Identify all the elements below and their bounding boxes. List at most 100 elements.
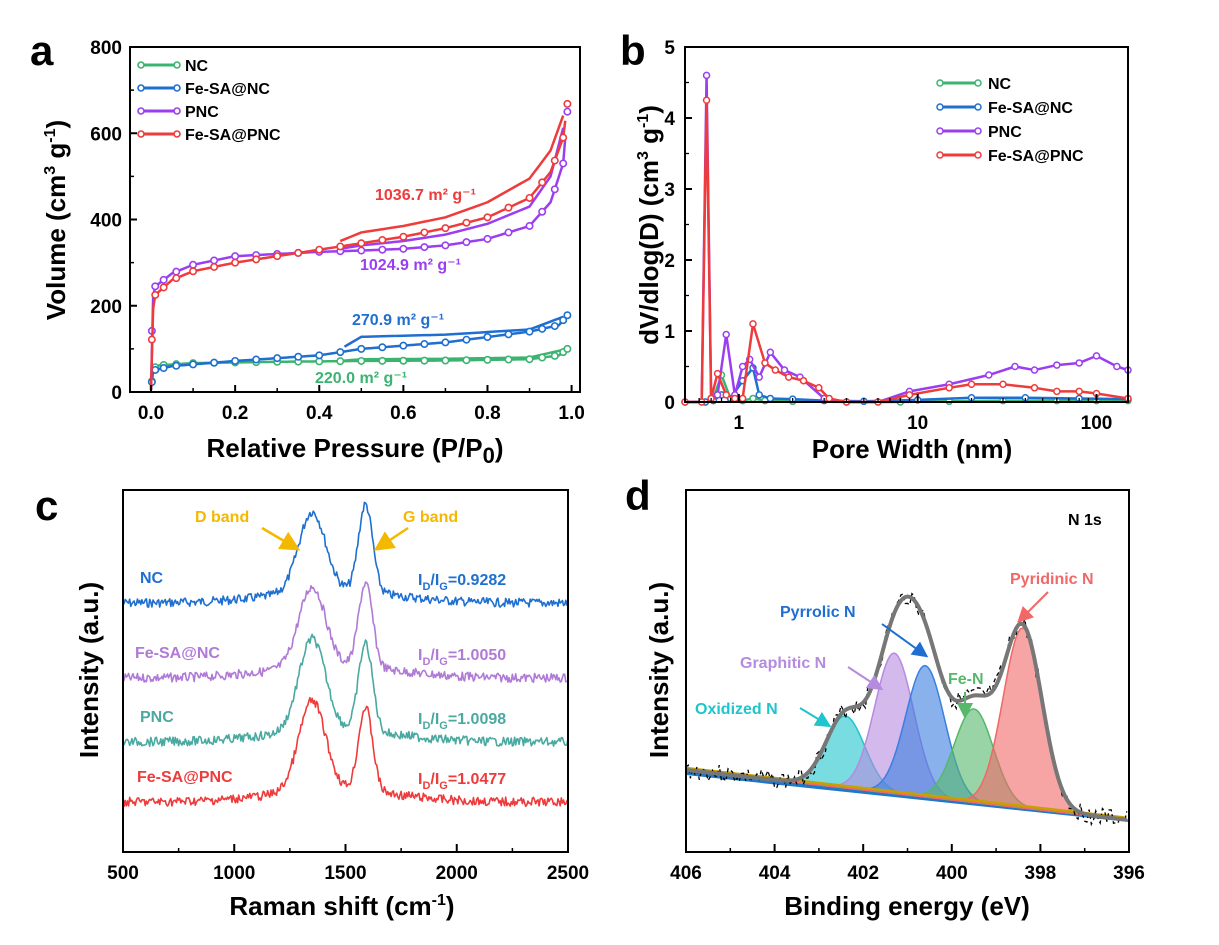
legend-marker <box>936 103 944 111</box>
data-point <box>399 341 408 350</box>
data-point <box>378 356 387 365</box>
data-point <box>159 283 168 292</box>
surface-area-label: 1036.7 m² g⁻¹ <box>375 187 476 204</box>
y-tick-label: 0 <box>111 383 122 404</box>
x-tick-label: 404 <box>759 863 791 884</box>
data-point <box>483 234 492 243</box>
data-point <box>771 366 780 374</box>
data-point <box>172 361 181 370</box>
legend-marker <box>936 79 944 87</box>
panel-a-legend: NC Fe-SA@NC PNC Fe-SA@PNC <box>137 58 281 144</box>
data-point <box>538 178 547 187</box>
spectrum-PNC <box>122 633 569 748</box>
data-point <box>780 366 789 374</box>
data-point <box>294 248 303 257</box>
panel-letter-a: a <box>30 27 54 74</box>
data-point <box>722 391 730 399</box>
component-label: Graphitic N <box>740 655 826 672</box>
ratio-label: ID/IG=1.0050 <box>418 647 506 668</box>
data-point <box>151 290 160 299</box>
data-point <box>159 275 168 284</box>
data-point <box>1075 359 1083 367</box>
data-point <box>462 356 471 365</box>
panel-c: NC ID/IG=0.9282 Fe-SA@NC ID/IG=1.0050 PNC ID/… <box>74 489 589 921</box>
data-point <box>441 338 450 347</box>
data-point <box>738 394 747 403</box>
panel-d-ylabel: Intensity (a.u.) <box>644 582 674 758</box>
panel-a: 1036.7 m² g⁻¹ 1024.9 m² g⁻¹ 270.9 m² g⁻¹ 22… <box>41 38 585 468</box>
data-point <box>172 274 181 283</box>
data-point <box>462 218 471 227</box>
x-tick-label: 500 <box>107 863 139 884</box>
panel-d: Pyridinic N Pyrrolic N Graphitic N Fe-N Oxid… <box>644 489 1145 921</box>
fitted-envelope <box>685 594 1128 822</box>
x-tick-label: 100 <box>1081 413 1113 434</box>
component-label: Fe-N <box>948 671 984 688</box>
data-point <box>231 258 240 267</box>
legend-marker <box>137 61 145 69</box>
x-tick-label: 0.8 <box>474 403 500 424</box>
data-point <box>550 322 559 331</box>
data-point <box>1075 387 1083 396</box>
data-point <box>231 356 240 365</box>
surface-area-label: 270.9 m² g⁻¹ <box>352 312 444 329</box>
legend-marker <box>936 127 944 135</box>
component-arrow <box>847 666 884 691</box>
component-label: Oxidized N <box>695 701 778 718</box>
g-band-arrow <box>373 526 409 551</box>
data-point <box>378 235 387 244</box>
panel-c-xlabel: Raman shift (cm-1) <box>229 891 454 921</box>
panel-d-xlabel: Binding energy (eV) <box>784 891 1030 921</box>
panel-a-xlabel: Relative Pressure (P/P0) <box>207 433 504 468</box>
data-point <box>336 242 345 251</box>
data-point <box>504 355 513 364</box>
legend-marker <box>173 61 181 69</box>
legend-marker <box>173 84 181 92</box>
legend-label: Fe-SA@PNC <box>988 148 1084 165</box>
panel-d-data: Pyridinic N Pyrrolic N Graphitic N Fe-N Oxid… <box>685 571 1130 827</box>
data-point <box>504 330 513 339</box>
x-tick-label: 396 <box>1113 863 1145 884</box>
data-point <box>755 391 763 399</box>
x-tick-label: 0.6 <box>390 403 416 424</box>
data-point <box>159 364 168 373</box>
data-point <box>563 344 572 353</box>
panel-d-title: N 1s <box>1068 512 1102 529</box>
data-point <box>336 357 345 366</box>
ratio-label: ID/IG=0.9282 <box>418 572 506 593</box>
data-point <box>252 355 261 364</box>
data-point <box>1113 362 1121 371</box>
y-tick-label: 200 <box>90 297 122 318</box>
panel-a-data: 1036.7 m² g⁻¹ 1024.9 m² g⁻¹ 270.9 m² g⁻¹ 22… <box>147 99 572 390</box>
data-point <box>504 228 513 237</box>
data-point <box>147 335 156 344</box>
data-point <box>1030 366 1039 374</box>
x-tick-label: 406 <box>670 863 702 884</box>
panel-b: 1 10 100 0 1 2 3 4 5 NC Fe-SA@NC PNC Fe-SA@PNC Pore… <box>634 38 1132 464</box>
legend-label: PNC <box>185 104 219 121</box>
panel-letter-d: d <box>625 472 651 519</box>
data-point <box>999 380 1007 388</box>
legend-label: NC <box>988 76 1012 93</box>
data-point <box>151 282 160 291</box>
data-point <box>738 362 747 371</box>
legend-marker <box>974 79 982 87</box>
panel-b-ticks: 1 10 100 0 1 2 3 4 5 <box>664 38 1112 434</box>
panel-d-ticks: 406 404 402 400 398 396 <box>670 844 1145 884</box>
legend-marker <box>936 151 944 159</box>
data-point <box>525 355 534 364</box>
data-point <box>749 394 757 403</box>
component-label: Pyridinic N <box>1010 571 1094 588</box>
data-point <box>189 360 198 369</box>
spectrum-label: Fe-SA@NC <box>135 645 220 662</box>
data-point <box>766 394 775 403</box>
data-point <box>755 373 763 381</box>
series-line-PNC <box>685 74 1129 404</box>
data-point <box>563 107 572 116</box>
y-tick-label: 5 <box>664 38 675 59</box>
legend-marker <box>137 107 145 115</box>
data-point <box>189 267 198 276</box>
data-point <box>1030 384 1039 392</box>
data-point <box>722 330 730 339</box>
